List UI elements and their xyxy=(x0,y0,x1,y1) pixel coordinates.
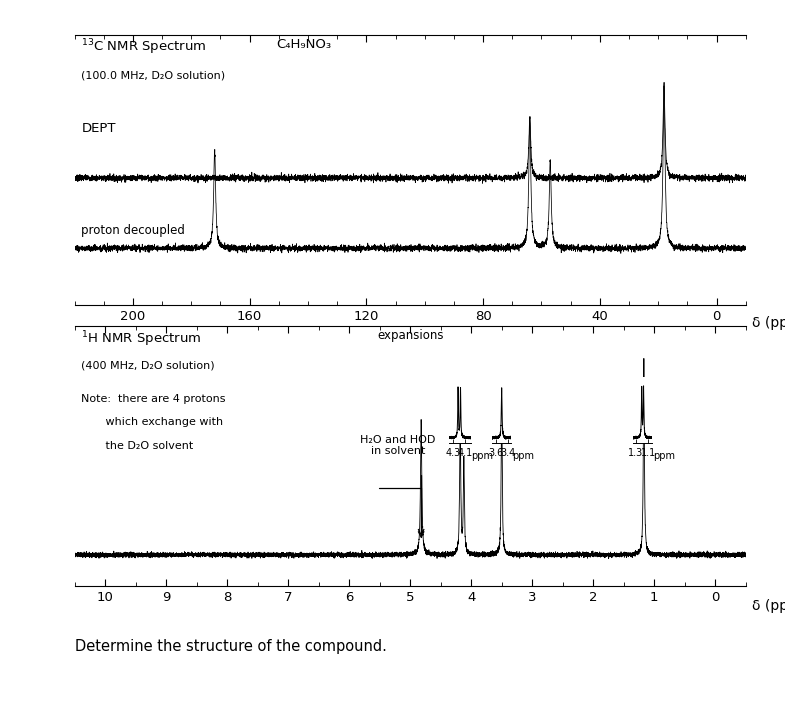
Text: δ (ppm): δ (ppm) xyxy=(753,316,785,330)
Text: DEPT: DEPT xyxy=(82,121,115,135)
Text: $^{13}$C NMR Spectrum: $^{13}$C NMR Spectrum xyxy=(82,38,206,58)
Text: the D₂O solvent: the D₂O solvent xyxy=(82,441,194,451)
Text: $^{1}$H NMR Spectrum: $^{1}$H NMR Spectrum xyxy=(82,329,202,349)
Text: Determine the structure of the compound.: Determine the structure of the compound. xyxy=(75,639,386,654)
Text: ppm: ppm xyxy=(653,451,675,461)
Text: (100.0 MHz, D₂O solution): (100.0 MHz, D₂O solution) xyxy=(82,70,225,80)
Text: proton decoupled: proton decoupled xyxy=(82,225,185,237)
Text: which exchange with: which exchange with xyxy=(82,417,224,428)
Text: C₄H₉NO₃: C₄H₉NO₃ xyxy=(276,38,331,51)
Text: expansions: expansions xyxy=(377,329,444,342)
Text: Note:  there are 4 protons: Note: there are 4 protons xyxy=(82,394,226,404)
Text: ppm: ppm xyxy=(472,451,494,461)
Text: ppm: ppm xyxy=(512,451,534,461)
Text: H₂O and HOD
in solvent: H₂O and HOD in solvent xyxy=(360,435,436,456)
Text: δ (ppm): δ (ppm) xyxy=(753,599,785,613)
Text: (400 MHz, D₂O solution): (400 MHz, D₂O solution) xyxy=(82,360,215,370)
